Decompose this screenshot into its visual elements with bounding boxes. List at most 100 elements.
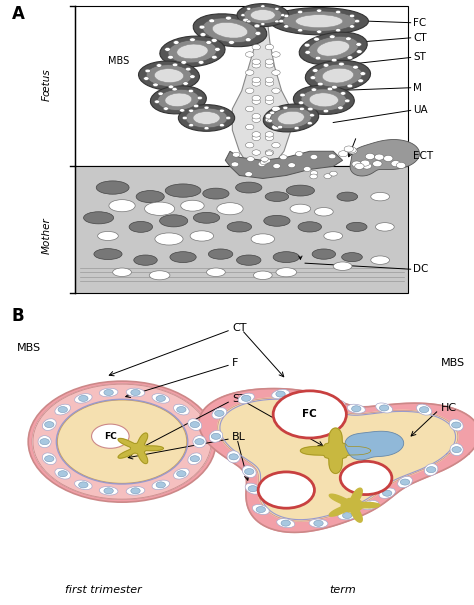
Circle shape [252,132,261,137]
Ellipse shape [209,249,233,259]
Text: B: B [12,307,24,325]
Circle shape [267,119,273,122]
Circle shape [197,96,202,100]
Circle shape [265,132,273,137]
Ellipse shape [217,203,243,215]
Circle shape [275,20,279,23]
Circle shape [353,65,358,69]
Ellipse shape [277,518,295,528]
Circle shape [189,123,194,127]
Circle shape [288,163,295,168]
Circle shape [323,64,329,67]
Ellipse shape [38,436,51,448]
Ellipse shape [309,519,328,528]
Circle shape [331,401,340,407]
Ellipse shape [155,68,183,83]
Ellipse shape [96,181,129,194]
Ellipse shape [450,443,463,456]
Ellipse shape [212,22,247,38]
Circle shape [355,19,360,23]
Ellipse shape [371,192,390,201]
Circle shape [304,44,310,47]
Circle shape [211,433,221,439]
Circle shape [261,5,265,8]
Circle shape [252,114,261,119]
Ellipse shape [376,403,392,413]
Ellipse shape [282,11,356,31]
Circle shape [28,381,216,502]
Ellipse shape [265,192,289,201]
Circle shape [396,162,406,168]
Ellipse shape [150,86,206,114]
Text: Mother: Mother [42,218,52,254]
Text: A: A [12,5,25,22]
Ellipse shape [301,89,346,111]
Ellipse shape [99,486,118,495]
Ellipse shape [322,68,354,83]
Circle shape [79,482,88,488]
Circle shape [245,38,251,42]
Circle shape [273,163,281,168]
Circle shape [145,69,150,73]
Ellipse shape [337,192,357,201]
Ellipse shape [295,15,343,28]
Circle shape [190,38,195,42]
Ellipse shape [149,270,170,280]
Ellipse shape [203,188,229,199]
Circle shape [310,114,314,117]
Circle shape [229,454,238,460]
Ellipse shape [264,215,290,226]
Circle shape [219,109,224,113]
Ellipse shape [237,4,289,27]
Ellipse shape [165,184,201,197]
Circle shape [318,82,323,86]
Polygon shape [301,428,371,473]
Circle shape [358,79,364,82]
Circle shape [374,154,384,160]
Text: MBS: MBS [108,56,129,65]
Circle shape [209,19,215,23]
Circle shape [252,44,261,50]
Text: MBS: MBS [441,358,465,368]
Circle shape [343,512,352,518]
Circle shape [347,84,353,88]
Circle shape [305,51,310,54]
Text: UA: UA [413,105,428,116]
Circle shape [180,109,185,112]
Circle shape [58,407,67,413]
Circle shape [307,122,312,125]
Circle shape [352,161,361,167]
Ellipse shape [55,468,71,479]
Circle shape [252,150,261,155]
Circle shape [245,468,254,474]
Ellipse shape [250,10,275,21]
Ellipse shape [375,223,394,231]
Circle shape [177,407,186,413]
Circle shape [173,41,179,44]
Circle shape [391,160,401,166]
Ellipse shape [293,85,354,114]
Circle shape [265,44,273,50]
Circle shape [298,28,303,32]
Circle shape [330,171,337,176]
Circle shape [349,15,355,18]
Circle shape [252,62,261,68]
Ellipse shape [371,256,390,264]
Ellipse shape [338,511,356,520]
Circle shape [232,152,240,157]
Text: first trimester: first trimester [65,585,142,595]
Ellipse shape [160,36,225,67]
Circle shape [45,422,54,428]
Ellipse shape [276,267,297,277]
Ellipse shape [424,463,438,476]
Text: FC: FC [104,432,117,440]
Circle shape [349,25,355,28]
Circle shape [265,151,273,155]
Text: ST: ST [232,394,246,404]
Circle shape [265,62,273,68]
Ellipse shape [188,453,202,465]
Ellipse shape [190,231,214,241]
Circle shape [226,16,231,20]
Ellipse shape [309,93,338,107]
Ellipse shape [417,404,432,415]
